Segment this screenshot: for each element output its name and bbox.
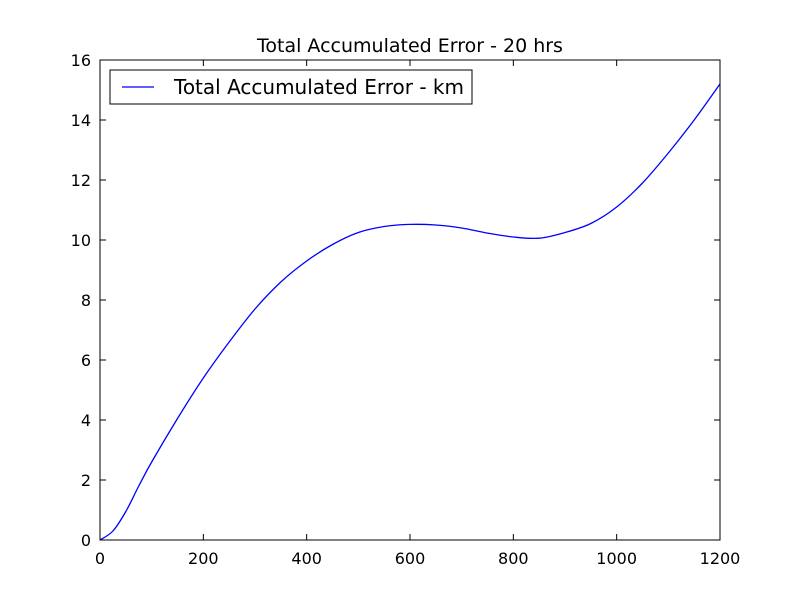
x-tick-label: 600 xyxy=(395,549,426,568)
x-tick-label: 200 xyxy=(188,549,219,568)
y-tick-label: 4 xyxy=(81,411,91,430)
legend: Total Accumulated Error - km xyxy=(109,69,473,105)
x-tick-label: 400 xyxy=(291,549,322,568)
y-tick-label: 12 xyxy=(71,171,91,190)
axis-ticks: 0 200 400 600 800 1000 1200 0 2 4 6 8 10 12 14 16 xyxy=(71,51,741,568)
plot-frame xyxy=(99,59,721,541)
x-tick-label: 0 xyxy=(95,549,105,568)
y-tick-label: 2 xyxy=(81,471,91,490)
chart-title: Total Accumulated Error - 20 hrs xyxy=(256,35,563,57)
y-tick-label: 8 xyxy=(81,291,91,310)
legend-label: Total Accumulated Error - km xyxy=(173,75,464,99)
y-tick-label: 10 xyxy=(71,231,91,250)
x-tick-label: 800 xyxy=(498,549,529,568)
y-tick-label: 6 xyxy=(81,351,91,370)
legend-box xyxy=(109,69,473,105)
y-tick-label: 14 xyxy=(71,111,91,130)
y-tick-label: 16 xyxy=(71,51,91,70)
plot-area xyxy=(99,83,721,541)
x-tick-label: 1000 xyxy=(596,549,637,568)
y-tick-label: 0 xyxy=(81,531,91,550)
series-line xyxy=(99,83,721,541)
x-tick-label: 1200 xyxy=(700,549,741,568)
